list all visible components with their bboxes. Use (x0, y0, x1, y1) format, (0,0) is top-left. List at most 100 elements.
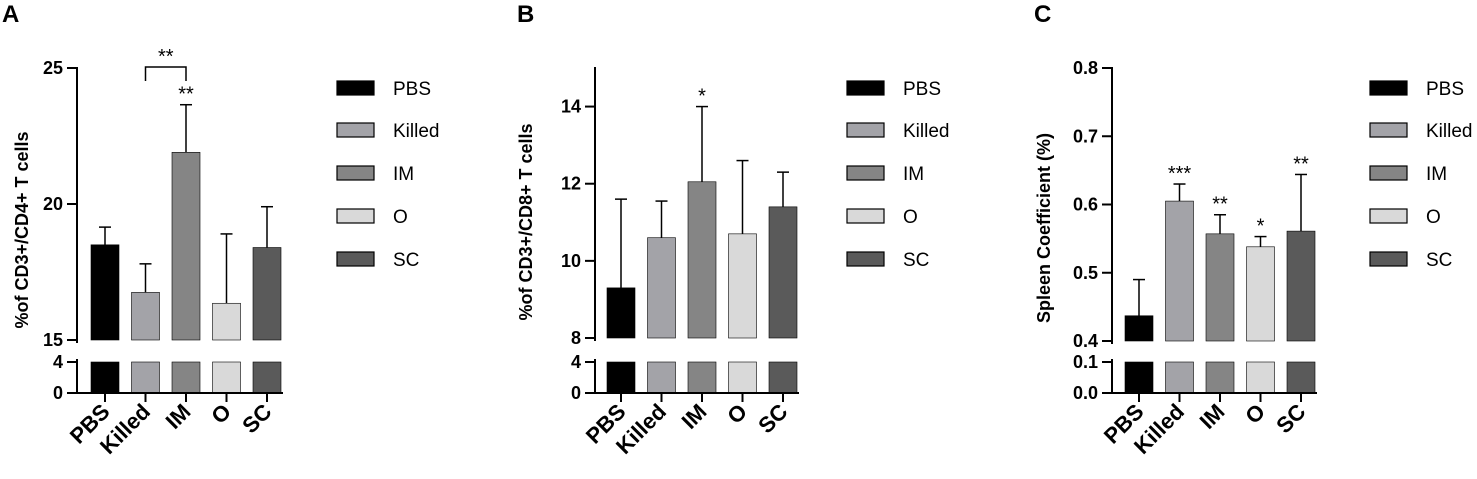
y-tick-label: 14 (561, 97, 581, 117)
legend-label-pbs: PBS (1426, 79, 1464, 100)
legend-swatch-pbs (336, 80, 375, 96)
bar-o (212, 302, 241, 341)
y-axis-label: %of CD3+/CD8+ T cells (516, 123, 536, 320)
legend-swatch-sc (1369, 251, 1408, 267)
bar-base-im (171, 361, 201, 394)
y-tick-label: 25 (43, 58, 63, 78)
significance-marker: ** (1293, 153, 1309, 175)
y-tick-label: 10 (561, 251, 581, 271)
legend-label-killed: Killed (903, 121, 949, 142)
bar-killed (647, 237, 676, 339)
y-tick-label: 0.8 (1073, 58, 1098, 78)
bar-sc (768, 206, 798, 339)
x-tick-label-o: O (1240, 399, 1270, 429)
bar-base-pbs (606, 361, 636, 394)
legend-swatch-o (1369, 208, 1408, 224)
x-tick-label-im: IM (1195, 399, 1230, 434)
legend-label-im: IM (1426, 164, 1447, 185)
legend-swatch-pbs (1369, 80, 1408, 96)
legend-swatch-killed (846, 122, 885, 138)
y-tick-label: 4 (53, 352, 63, 372)
legend-swatch-im (1369, 165, 1408, 181)
y-tick-label: 20 (43, 194, 63, 214)
legend-swatch-o (336, 208, 375, 224)
y-tick-label: 0.1 (1073, 352, 1098, 372)
y-tick-label: 0.7 (1073, 126, 1098, 146)
y-tick-label: 12 (561, 174, 581, 194)
y-axis-label: %of CD3+/CD4+ T cells (12, 131, 32, 328)
y-axis-label: Spleen Coefficient (%) (1034, 133, 1054, 323)
significance-marker: ** (1212, 194, 1228, 216)
legend-label-sc: SC (1426, 250, 1452, 271)
legend-label-killed: Killed (393, 121, 439, 142)
bar-sc (252, 247, 282, 341)
bar-o (728, 233, 757, 339)
legend-label-pbs: PBS (393, 79, 431, 100)
x-tick-label-o: O (722, 399, 752, 429)
y-tick-label: 0.5 (1073, 263, 1098, 283)
legend-label-pbs: PBS (903, 79, 941, 100)
legend-swatch-sc (336, 251, 375, 267)
legend-swatch-killed (1369, 122, 1408, 138)
x-tick-label-o: O (206, 399, 236, 429)
bar-base-sc (252, 361, 282, 394)
bar-sc (1286, 230, 1316, 342)
bar-im (687, 181, 717, 339)
legend-swatch-im (846, 165, 885, 181)
bar-base-sc (1286, 361, 1316, 394)
legend-swatch-o (846, 208, 885, 224)
legend-label-im: IM (393, 164, 414, 185)
legend-label-sc: SC (903, 250, 929, 271)
y-tick-label: 0 (53, 383, 63, 403)
legend-label-o: O (1426, 207, 1441, 228)
bar-base-o (212, 361, 241, 394)
y-tick-label: 0 (571, 383, 581, 403)
legend-label-o: O (393, 207, 408, 228)
bar-base-killed (1165, 361, 1194, 394)
bar-im (1205, 233, 1235, 342)
bar-base-o (728, 361, 757, 394)
bar-base-o (1246, 361, 1275, 394)
comparison-bracket (144, 66, 187, 81)
x-tick-label-sc: SC (237, 399, 276, 438)
bar-base-sc (768, 361, 798, 394)
bar-base-im (1205, 361, 1235, 394)
panel-letter: A (2, 1, 19, 28)
legend-swatch-killed (336, 122, 375, 138)
bar-o (1246, 246, 1275, 342)
legend-swatch-sc (846, 251, 885, 267)
y-tick-label: 4 (571, 352, 581, 372)
bar-pbs (1124, 315, 1154, 342)
y-tick-label: 0.6 (1073, 195, 1098, 215)
bar-killed (131, 292, 160, 341)
bar-base-killed (131, 361, 160, 394)
x-tick-label-sc: SC (1271, 399, 1310, 438)
x-tick-label-im: IM (161, 399, 196, 434)
bar-base-pbs (90, 361, 120, 394)
y-tick-label: 0.0 (1073, 383, 1098, 403)
y-tick-label: 0.4 (1073, 331, 1098, 351)
legend-swatch-pbs (846, 80, 885, 96)
legend-swatch-im (336, 165, 375, 181)
y-tick-label: 15 (43, 330, 63, 350)
legend-label-im: IM (903, 164, 924, 185)
panel-letter: B (517, 1, 534, 28)
significance-marker: ** (178, 84, 194, 106)
significance-marker: * (1257, 216, 1265, 238)
bar-pbs (90, 244, 120, 341)
bar-base-im (687, 361, 717, 394)
significance-marker: * (698, 86, 706, 108)
legend-label-killed: Killed (1426, 121, 1472, 142)
bar-im (171, 152, 201, 341)
bracket-label: ** (158, 46, 174, 68)
x-tick-label-im: IM (677, 399, 712, 434)
y-tick-label: 8 (571, 328, 581, 348)
x-tick-label-sc: SC (753, 399, 792, 438)
panel-letter: C (1034, 1, 1051, 28)
bar-base-killed (647, 361, 676, 394)
significance-marker: *** (1168, 163, 1192, 185)
legend-label-sc: SC (393, 250, 419, 271)
